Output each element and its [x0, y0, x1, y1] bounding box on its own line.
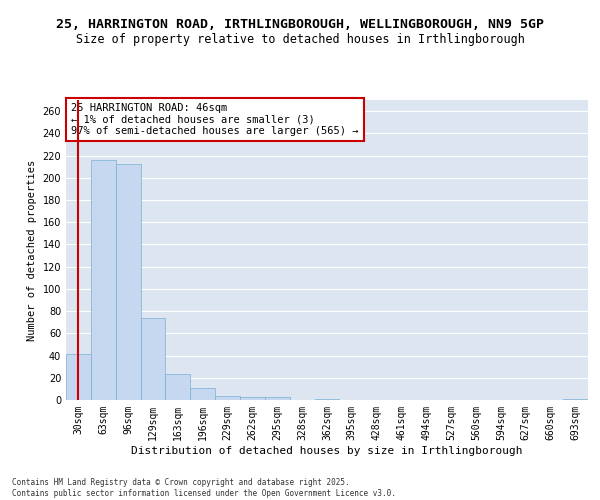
Bar [215, 396, 240, 400]
Bar [166, 374, 190, 400]
X-axis label: Distribution of detached houses by size in Irthlingborough: Distribution of detached houses by size … [131, 446, 523, 456]
Bar [190, 388, 215, 400]
Bar [91, 160, 116, 400]
Bar [314, 399, 340, 400]
Bar [116, 164, 140, 400]
Bar [140, 318, 166, 400]
Text: 25, HARRINGTON ROAD, IRTHLINGBOROUGH, WELLINGBOROUGH, NN9 5GP: 25, HARRINGTON ROAD, IRTHLINGBOROUGH, WE… [56, 18, 544, 30]
Text: Contains HM Land Registry data © Crown copyright and database right 2025.
Contai: Contains HM Land Registry data © Crown c… [12, 478, 396, 498]
Text: 25 HARRINGTON ROAD: 46sqm
← 1% of detached houses are smaller (3)
97% of semi-de: 25 HARRINGTON ROAD: 46sqm ← 1% of detach… [71, 103, 359, 136]
Bar [240, 396, 265, 400]
Bar [563, 399, 588, 400]
Bar [265, 396, 290, 400]
Text: Size of property relative to detached houses in Irthlingborough: Size of property relative to detached ho… [76, 32, 524, 46]
Bar [66, 354, 91, 400]
Y-axis label: Number of detached properties: Number of detached properties [27, 160, 37, 340]
